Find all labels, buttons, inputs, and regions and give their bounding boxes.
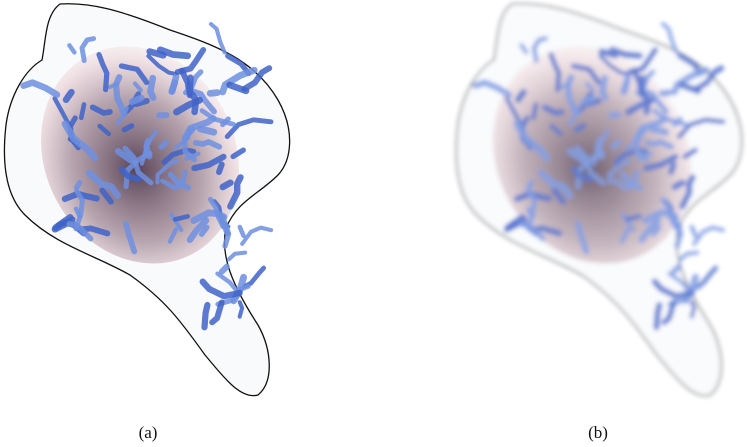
cell-a [4, 4, 290, 396]
cell-b [456, 4, 742, 396]
panel-label: (b) [588, 423, 608, 442]
panel-b [456, 4, 742, 396]
panel-a [4, 4, 290, 396]
panel-label: (a) [139, 423, 158, 442]
